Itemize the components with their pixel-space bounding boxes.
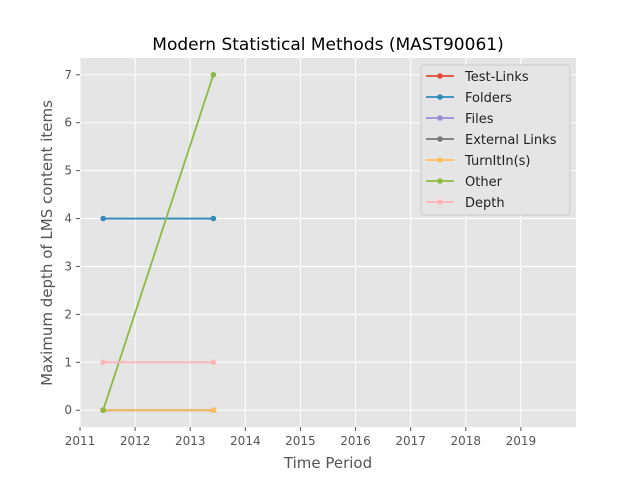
series-depth (100, 359, 217, 366)
legend-label-other: Other (465, 175, 503, 190)
y-tick-label: 3 (64, 259, 72, 273)
chart-title: Modern Statistical Methods (MAST90061) (152, 35, 503, 55)
legend-label-folders: Folders (465, 91, 512, 106)
x-tick-label: 2016 (340, 434, 371, 448)
series-line-other (102, 74, 215, 411)
x-tick-label: 2013 (175, 434, 206, 448)
y-tick-label: 2 (64, 307, 72, 321)
series-folders (100, 215, 217, 222)
data-point-folders (210, 215, 217, 222)
x-tick-label: 2019 (506, 434, 537, 448)
legend-label-depth: Depth (465, 196, 505, 211)
legend-marker-external-links (437, 136, 443, 142)
y-tick-label: 6 (64, 116, 72, 130)
legend: Test-Links Folders Files External Links Turn… (420, 64, 571, 216)
legend-box (420, 64, 571, 216)
x-tick-label: 2011 (65, 434, 96, 448)
legend-label-test-links: Test-Links (464, 70, 529, 85)
legend-label-files: Files (465, 112, 494, 127)
data-series (100, 71, 217, 414)
y-tick-label: 0 (64, 403, 72, 417)
legend-label-turnitin-s: TurnItIn(s) (464, 154, 530, 169)
y-tick-label: 7 (64, 68, 72, 82)
data-point-turnitin-s (210, 407, 217, 414)
x-tick-label: 2014 (230, 434, 261, 448)
legend-marker-files (437, 115, 443, 121)
legend-label-external-links: External Links (465, 133, 557, 148)
legend-marker-other (437, 178, 443, 184)
data-point-folders (100, 215, 106, 222)
x-tick-label: 2012 (120, 434, 151, 448)
x-tick-label: 2017 (395, 434, 426, 448)
y-axis-title: Maximum depth of LMS content items (38, 100, 56, 386)
series-other (100, 71, 217, 414)
x-axis-title: Time Period (283, 454, 372, 472)
y-tick-label: 5 (64, 164, 72, 178)
legend-marker-test-links (437, 73, 443, 79)
axis-ticks: 2011 2012 2013 2014 2015 2016 2017 2018 2019 0 1 2 3… (64, 68, 536, 448)
y-tick-label: 1 (64, 355, 72, 369)
data-point-other (210, 71, 217, 78)
y-tick-label: 4 (64, 212, 72, 226)
x-tick-label: 2015 (285, 434, 316, 448)
x-tick-label: 2018 (451, 434, 482, 448)
data-point-other (100, 407, 106, 414)
legend-marker-turnitin-s (437, 157, 443, 163)
data-point-depth (100, 359, 106, 366)
legend-marker-depth (437, 199, 443, 205)
data-point-depth (210, 359, 217, 366)
legend-marker-folders (437, 94, 443, 100)
